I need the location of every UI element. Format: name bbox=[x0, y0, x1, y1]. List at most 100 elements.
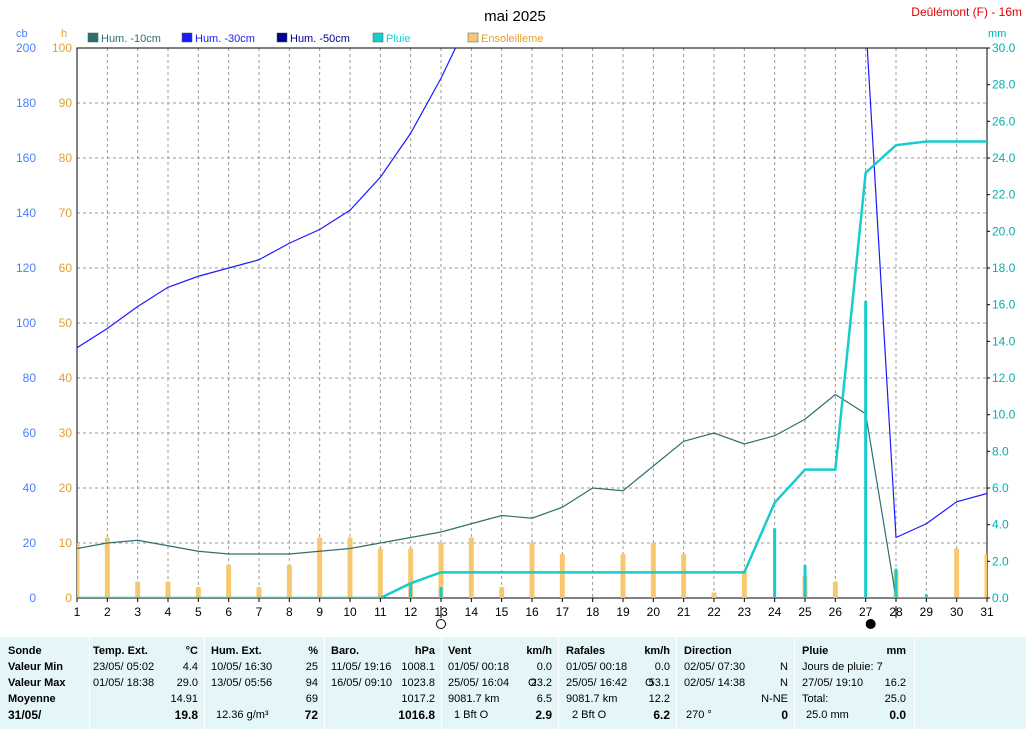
sunshine-bar bbox=[529, 543, 535, 598]
pluie-max-time: 27/05/ 19:10 bbox=[802, 677, 864, 689]
x-tick-label: 12 bbox=[404, 605, 418, 619]
right-unit-mm: mm bbox=[988, 28, 1006, 40]
legend-label: Pluie bbox=[386, 33, 410, 45]
y-left-h-tick-label: 80 bbox=[59, 151, 73, 165]
x-tick-label: 16 bbox=[525, 605, 539, 619]
vent-min-val: 0.0 bbox=[536, 661, 552, 673]
y-left-h-tick-label: 10 bbox=[59, 536, 73, 550]
legend-label: Hum. -30cm bbox=[195, 33, 255, 45]
hum-max-time: 13/05/ 05:56 bbox=[211, 677, 273, 689]
label-min: Valeur Min bbox=[8, 661, 64, 673]
chart-title: mai 2025 bbox=[484, 8, 546, 25]
vent-max-dir: O bbox=[528, 677, 537, 689]
temp-max-time: 01/05/ 18:38 bbox=[93, 677, 155, 689]
y-right-mm-tick-label: 30.0 bbox=[992, 41, 1016, 55]
moon-marker-icon bbox=[865, 619, 876, 629]
baro-title: Baro. bbox=[331, 645, 360, 657]
hum-abs: 12.36 g/m³ bbox=[216, 709, 269, 721]
x-tick-label: 22 bbox=[707, 605, 721, 619]
rafales-max-val: 53.1 bbox=[648, 677, 670, 689]
temp-min-val: 4.4 bbox=[182, 661, 198, 673]
y-right-mm-tick-label: 10.0 bbox=[992, 408, 1016, 422]
y-left-cb-tick-label: 180 bbox=[16, 96, 36, 110]
y-left-h-tick-label: 90 bbox=[59, 96, 73, 110]
legend-label: Hum. -10cm bbox=[101, 33, 161, 45]
temp-mean: 14.91 bbox=[170, 693, 198, 705]
y-right-mm-tick-label: 12.0 bbox=[992, 371, 1016, 385]
rain-daily-bar bbox=[773, 528, 777, 598]
sunshine-bar bbox=[711, 592, 717, 598]
x-tick-label: 3 bbox=[134, 605, 141, 619]
rafales-min-val: 0.0 bbox=[654, 661, 670, 673]
pluie-current-label: 25.0 mm bbox=[806, 709, 849, 721]
x-tick-label: 25 bbox=[798, 605, 812, 619]
baro-current: 1016.8 bbox=[398, 708, 435, 722]
temp-unit: °C bbox=[185, 645, 198, 657]
hum-max-val: 94 bbox=[305, 677, 318, 689]
panel-baro: Baro. hPa 11/05/ 19:16 1008.1 16/05/ 09:10… bbox=[325, 637, 441, 729]
vent-mean: 6.5 bbox=[536, 693, 552, 705]
direction-min-val: N bbox=[780, 661, 788, 673]
x-tick-label: 19 bbox=[616, 605, 630, 619]
sunshine-bar bbox=[559, 554, 565, 598]
sunshine-bar bbox=[256, 587, 262, 598]
y-left-h-tick-label: 100 bbox=[52, 41, 72, 55]
vent-max-time: 25/05/ 16:04 bbox=[448, 677, 510, 689]
x-tick-label: 29 bbox=[920, 605, 934, 619]
y-left-cb-tick-label: 200 bbox=[16, 41, 36, 55]
sunshine-bar bbox=[468, 537, 474, 598]
panel-pluie: Pluie mm Jours de pluie: 7 27/05/ 19:10 16… bbox=[795, 637, 914, 729]
sunshine-bar bbox=[650, 543, 656, 598]
rain-daily-bar bbox=[409, 583, 413, 598]
hum-unit: % bbox=[308, 645, 318, 657]
series-line bbox=[77, 48, 987, 539]
x-tick-label: 30 bbox=[950, 605, 964, 619]
direction-title: Direction bbox=[684, 645, 732, 657]
baro-max-val: 1023.8 bbox=[401, 677, 435, 689]
rain-daily-bar bbox=[439, 587, 443, 598]
pluie-days: Jours de pluie: 7 bbox=[802, 661, 883, 673]
sunshine-bar bbox=[499, 587, 505, 598]
y-left-h-tick-label: 30 bbox=[59, 426, 73, 440]
series-line bbox=[77, 140, 987, 598]
temp-min-time: 23/05/ 05:02 bbox=[93, 661, 155, 673]
plot-area bbox=[77, 48, 987, 598]
chart-axes: 1 2 3 4 5 6 7 8 9 10 11 12 13 14 15 16 17 18 19 20 21 22 23 24 2… bbox=[16, 41, 1016, 619]
rafales-unit: km/h bbox=[644, 645, 670, 657]
baro-min-val: 1008.1 bbox=[401, 661, 435, 673]
x-tick-label: 10 bbox=[343, 605, 357, 619]
rain-daily-bar bbox=[924, 594, 928, 598]
panel-vent: Vent km/h 01/05/ 00:18 0.0 25/05/ 16:04 O 23… bbox=[442, 637, 558, 729]
y-right-mm-tick-label: 0.0 bbox=[992, 591, 1009, 605]
y-left-cb-tick-label: 140 bbox=[16, 206, 36, 220]
legend-label: Ensoleilleme bbox=[481, 33, 543, 45]
y-left-h-tick-label: 60 bbox=[59, 261, 73, 275]
x-tick-label: 18 bbox=[586, 605, 600, 619]
y-left-h-tick-label: 40 bbox=[59, 371, 73, 385]
x-tick-label: 8 bbox=[286, 605, 293, 619]
sunshine-bar bbox=[317, 537, 323, 598]
y-left-cb-tick-label: 100 bbox=[16, 316, 36, 330]
x-tick-label: 24 bbox=[768, 605, 782, 619]
baro-min-time: 11/05/ 19:16 bbox=[331, 661, 392, 673]
x-tick-label: 11 bbox=[374, 605, 387, 619]
pluie-current: 0.0 bbox=[889, 708, 906, 722]
x-tick-label: 5 bbox=[195, 605, 202, 619]
sunshine-bar bbox=[347, 537, 353, 598]
hum-min-val: 25 bbox=[305, 661, 318, 673]
rafales-title: Rafales bbox=[566, 645, 606, 657]
sunshine-bar bbox=[135, 581, 141, 598]
y-left-h-tick-label: 20 bbox=[59, 481, 73, 495]
sunshine-bar bbox=[377, 548, 383, 598]
rafales-dist: 9081.7 km bbox=[566, 693, 618, 705]
rafales-max-dir: O bbox=[645, 677, 654, 689]
y-left-cb-tick-label: 60 bbox=[23, 426, 37, 440]
x-tick-label: 21 bbox=[677, 605, 691, 619]
stats-table: Sonde Valeur Min Valeur Max Moyenne 31/0… bbox=[0, 637, 1026, 729]
direction-mean: N-NE bbox=[761, 693, 788, 705]
x-tick-label: 15 bbox=[495, 605, 509, 619]
x-tick-label: 17 bbox=[556, 605, 570, 619]
temp-max-val: 29.0 bbox=[176, 677, 198, 689]
rafales-bft: 2 Bft O bbox=[572, 709, 607, 721]
panel-rafales: Rafales km/h 01/05/ 00:18 0.0 25/05/ 16:42… bbox=[559, 637, 676, 729]
